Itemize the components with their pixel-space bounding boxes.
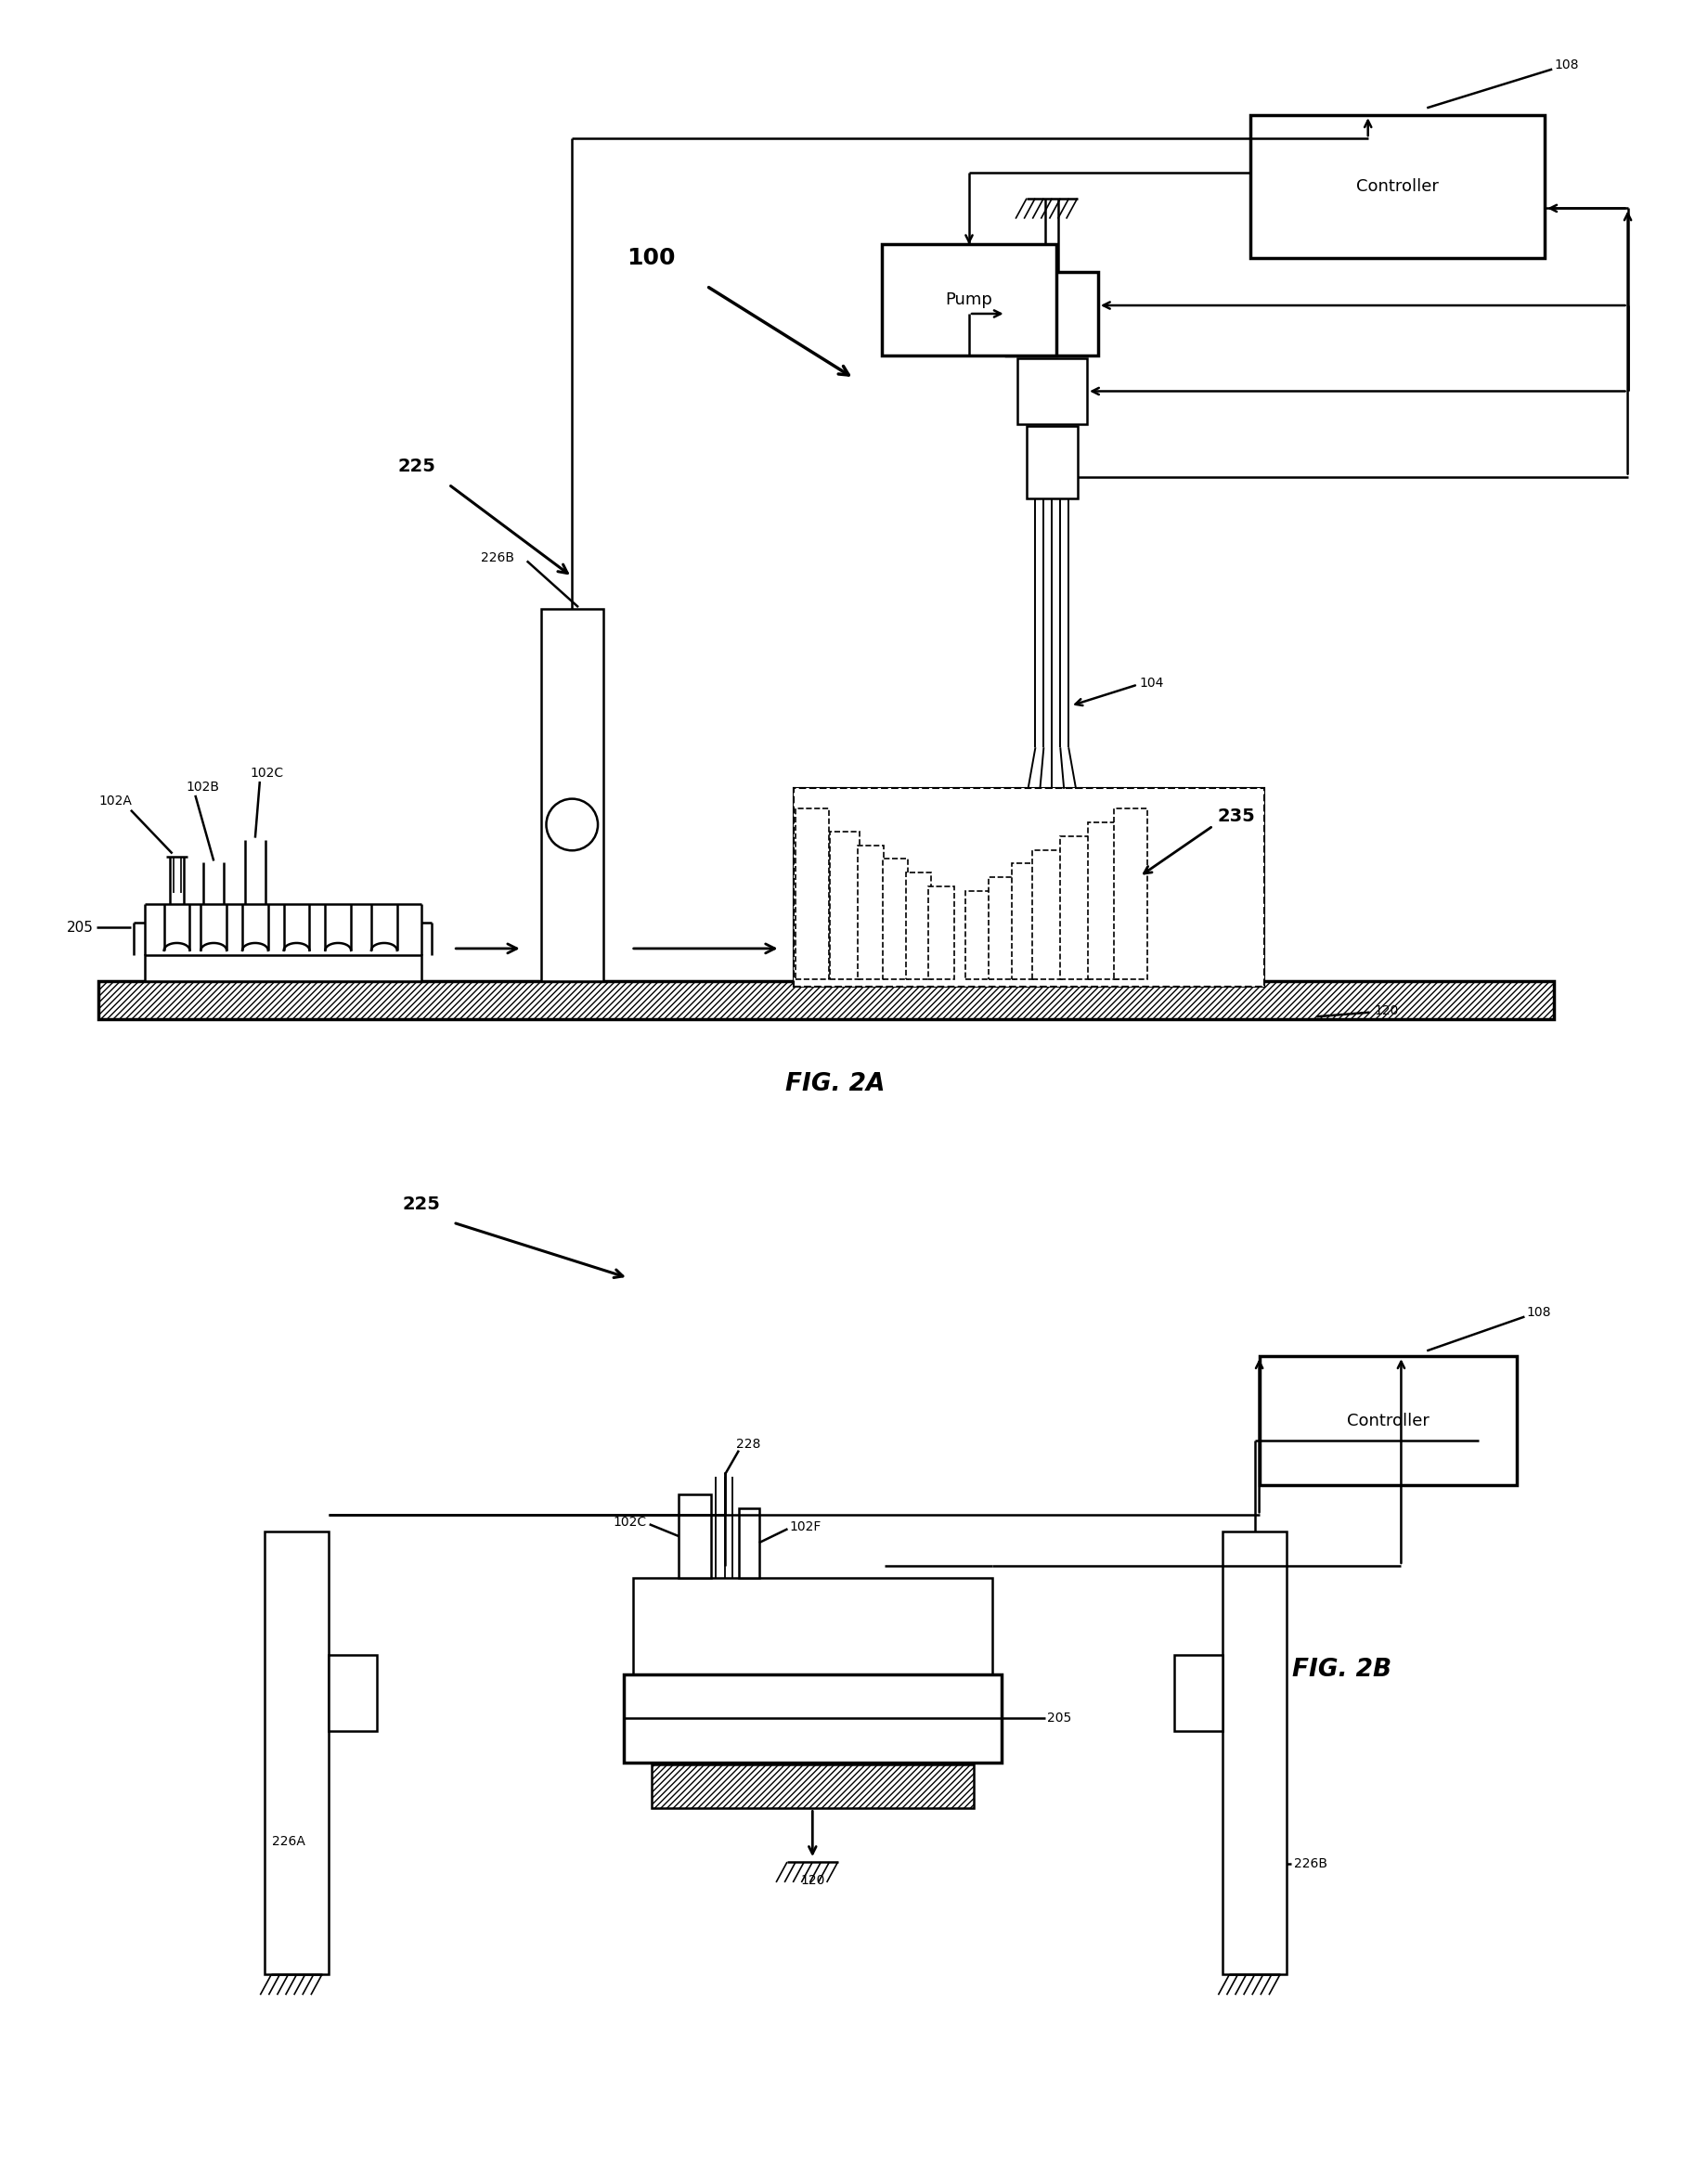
Text: 225: 225 bbox=[402, 1195, 441, 1212]
Bar bbox=[264, 1531, 329, 1974]
Bar bbox=[98, 981, 1554, 1020]
Bar bbox=[651, 1765, 973, 1808]
Text: Controller: Controller bbox=[1348, 1413, 1429, 1428]
Bar bbox=[739, 1509, 759, 1577]
Text: 102F: 102F bbox=[790, 1520, 822, 1533]
Text: 104: 104 bbox=[1139, 677, 1164, 690]
Text: 228: 228 bbox=[736, 1437, 761, 1450]
Text: 102C: 102C bbox=[251, 767, 285, 780]
Bar bbox=[988, 878, 1014, 978]
Bar bbox=[793, 788, 1264, 987]
Bar bbox=[1088, 821, 1117, 978]
Bar bbox=[1251, 116, 1544, 258]
Text: 120: 120 bbox=[800, 1874, 825, 1887]
Bar bbox=[1005, 273, 1098, 356]
Text: 205: 205 bbox=[1048, 1712, 1071, 1725]
Bar bbox=[1222, 1531, 1287, 1974]
Bar bbox=[883, 858, 909, 978]
Bar bbox=[541, 609, 603, 981]
Bar bbox=[905, 874, 931, 978]
Text: 102C: 102C bbox=[614, 1516, 647, 1529]
Bar bbox=[881, 245, 1056, 356]
Bar bbox=[1061, 836, 1090, 978]
Circle shape bbox=[546, 799, 598, 850]
Bar bbox=[1259, 1356, 1517, 1485]
Bar bbox=[929, 887, 954, 978]
Bar bbox=[966, 891, 992, 978]
Text: 108: 108 bbox=[1527, 1306, 1551, 1319]
Bar bbox=[1012, 863, 1037, 978]
Text: 102A: 102A bbox=[98, 795, 132, 808]
Text: 102B: 102B bbox=[186, 780, 219, 793]
Bar bbox=[1175, 1655, 1222, 1732]
Bar bbox=[632, 1577, 992, 1679]
Bar bbox=[831, 832, 859, 978]
Bar bbox=[329, 1655, 376, 1732]
Bar bbox=[1025, 426, 1078, 498]
Bar bbox=[1032, 850, 1063, 978]
Text: FIG. 2B: FIG. 2B bbox=[1293, 1658, 1392, 1682]
Text: 100: 100 bbox=[627, 247, 676, 269]
Text: 205: 205 bbox=[68, 919, 93, 935]
Bar bbox=[797, 808, 829, 978]
Text: Pump: Pump bbox=[946, 290, 993, 308]
Text: 120: 120 bbox=[1375, 1005, 1398, 1018]
Bar bbox=[1114, 808, 1148, 978]
Bar bbox=[1017, 358, 1086, 424]
Text: 108: 108 bbox=[1554, 59, 1578, 72]
Text: 226A: 226A bbox=[271, 1835, 305, 1848]
Bar bbox=[858, 845, 883, 978]
Text: 225: 225 bbox=[397, 456, 436, 474]
Text: FIG. 2A: FIG. 2A bbox=[786, 1072, 885, 1096]
Bar bbox=[624, 1675, 1002, 1762]
Bar bbox=[680, 1494, 712, 1577]
Bar bbox=[793, 788, 1264, 987]
Text: 235: 235 bbox=[1217, 808, 1256, 826]
Bar bbox=[144, 954, 420, 981]
Text: 226B: 226B bbox=[481, 553, 514, 566]
Text: Controller: Controller bbox=[1356, 179, 1439, 194]
Text: 226B: 226B bbox=[1295, 1856, 1327, 1870]
